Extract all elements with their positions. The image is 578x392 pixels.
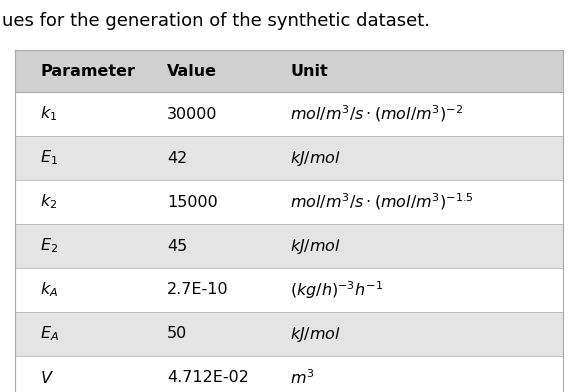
Text: $E_1$: $E_1$	[40, 149, 58, 167]
Bar	[15, 50, 563, 92]
Text: ues for the generation of the synthetic dataset.: ues for the generation of the synthetic …	[2, 12, 430, 30]
Bar	[15, 224, 563, 268]
Text: 2.7E-10: 2.7E-10	[167, 283, 229, 298]
Text: $mol/m^3/s \cdot (mol/m^3)^{-2}$: $mol/m^3/s \cdot (mol/m^3)^{-2}$	[290, 103, 463, 124]
Text: $E_A$: $E_A$	[40, 325, 59, 343]
Text: $kJ/mol$: $kJ/mol$	[290, 149, 341, 167]
Text: Unit: Unit	[290, 64, 328, 78]
Text: 15000: 15000	[167, 194, 218, 209]
Text: 42: 42	[167, 151, 187, 165]
Bar	[15, 180, 563, 224]
Text: 50: 50	[167, 327, 187, 341]
Text: $k_A$: $k_A$	[40, 281, 58, 299]
Bar	[15, 312, 563, 356]
Bar	[15, 136, 563, 180]
Text: $(kg/h)^{-3}h^{-1}$: $(kg/h)^{-3}h^{-1}$	[290, 279, 383, 301]
Text: 4.712E-02: 4.712E-02	[167, 370, 249, 385]
Text: Parameter: Parameter	[40, 64, 135, 78]
Text: 30000: 30000	[167, 107, 217, 122]
Text: $kJ/mol$: $kJ/mol$	[290, 236, 341, 256]
Text: $k_1$: $k_1$	[40, 105, 57, 123]
Text: $m^3$: $m^3$	[290, 368, 314, 387]
Text: $k_2$: $k_2$	[40, 192, 57, 211]
Text: 45: 45	[167, 238, 187, 254]
Text: $kJ/mol$: $kJ/mol$	[290, 325, 341, 343]
Bar	[15, 356, 563, 392]
Text: $V$: $V$	[40, 370, 54, 386]
Bar	[15, 92, 563, 136]
Text: $E_2$: $E_2$	[40, 237, 58, 255]
Text: $mol/m^3/s \cdot (mol/m^3)^{-1.5}$: $mol/m^3/s \cdot (mol/m^3)^{-1.5}$	[290, 192, 474, 212]
Text: Value: Value	[167, 64, 217, 78]
Bar	[15, 268, 563, 312]
